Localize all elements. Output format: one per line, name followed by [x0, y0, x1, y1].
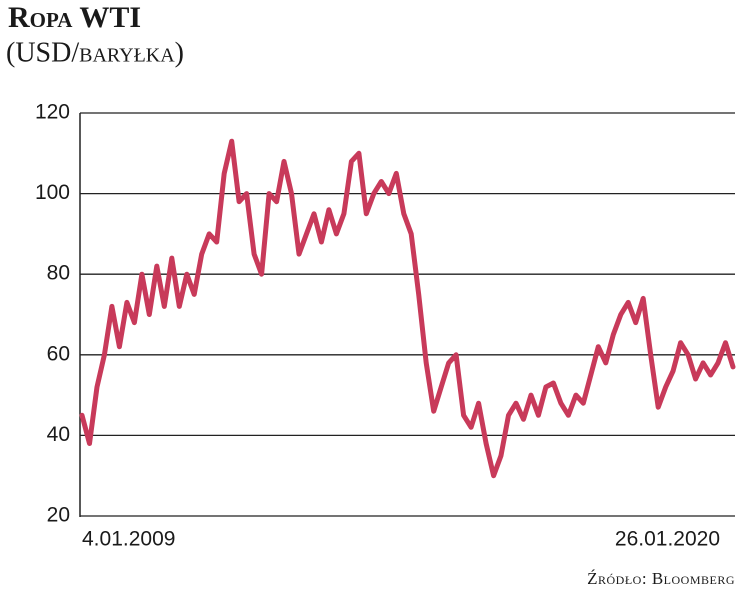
y-tick-label: 40	[47, 423, 70, 446]
y-tick-label: 60	[47, 342, 70, 365]
y-tick-label: 100	[35, 181, 70, 204]
chart-title: Ropa WTI	[8, 1, 141, 34]
data-line	[79, 138, 736, 479]
source: Źródło: Bloomberg	[587, 569, 735, 588]
y-tick-label: 120	[35, 101, 70, 124]
x-tick-label: 26.01.2020	[615, 528, 720, 551]
x-tick-label: 4.01.2009	[82, 528, 175, 551]
y-tick-label: 20	[47, 504, 70, 527]
chart-subtitle: (USD/baryłka)	[6, 37, 184, 68]
y-tick-label: 80	[47, 262, 70, 285]
